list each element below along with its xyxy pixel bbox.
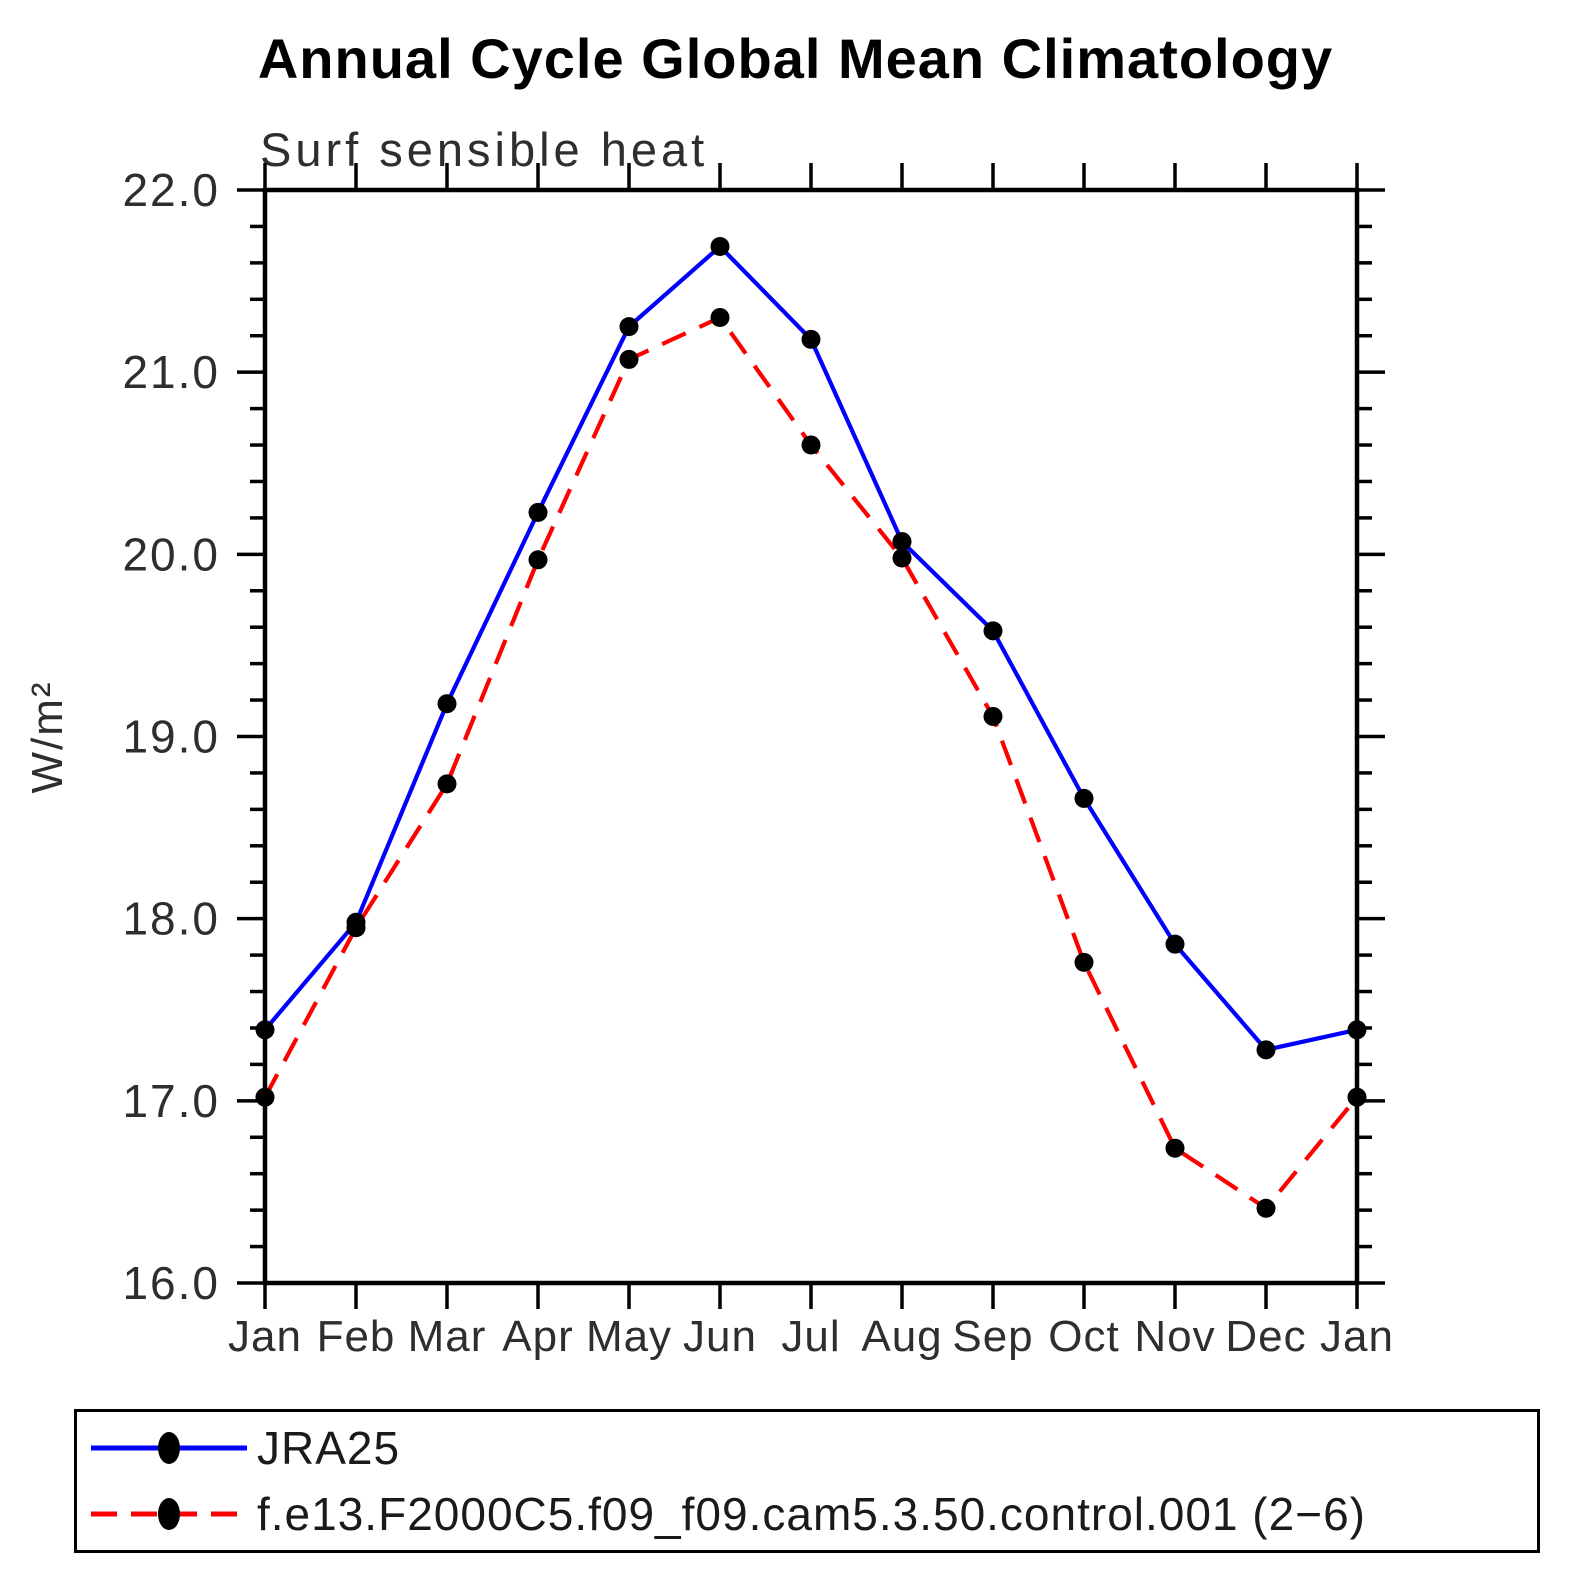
data-point-marker-jra25 bbox=[528, 502, 548, 522]
legend-label-model: f.e13.F2000C5.f09_f09.cam5.3.50.control.… bbox=[257, 1488, 1366, 1540]
data-point-marker-jra25 bbox=[892, 532, 912, 552]
chart-title: Annual Cycle Global Mean Climatology bbox=[257, 27, 1334, 90]
data-point-marker-jra25 bbox=[710, 236, 730, 256]
series-line-jra25 bbox=[263, 244, 1358, 1052]
data-point-marker-model bbox=[255, 1087, 275, 1107]
y-tick-label: 22.0 bbox=[122, 164, 220, 216]
data-point-marker-model bbox=[801, 435, 821, 455]
x-tick-label: Nov bbox=[1134, 1312, 1215, 1361]
legend-label-jra25: JRA25 bbox=[257, 1422, 401, 1474]
x-tick-label: Jul bbox=[781, 1312, 840, 1361]
data-point-marker-model bbox=[1256, 1198, 1276, 1218]
data-point-marker-model bbox=[619, 349, 639, 369]
data-point-marker-model bbox=[1347, 1087, 1367, 1107]
data-point-marker-jra25 bbox=[1347, 1020, 1367, 1040]
data-point-marker-model bbox=[346, 918, 366, 938]
data-point-marker-jra25 bbox=[255, 1020, 275, 1040]
data-point-marker-model bbox=[1165, 1138, 1185, 1158]
data-point-marker-model bbox=[437, 774, 457, 794]
y-tick-label: 20.0 bbox=[122, 528, 220, 580]
data-point-marker-model bbox=[1074, 952, 1094, 972]
legend-row-jra25: JRA25 bbox=[77, 1415, 1537, 1481]
x-tick-label: Jun bbox=[683, 1312, 757, 1361]
legend-sample-dashed-line bbox=[91, 1498, 247, 1530]
data-point-marker-model bbox=[528, 550, 548, 570]
legend-marker-dot bbox=[158, 1498, 180, 1530]
y-tick-label: 16.0 bbox=[122, 1257, 220, 1309]
data-point-marker-jra25 bbox=[983, 621, 1003, 641]
x-tick-label: Oct bbox=[1048, 1312, 1119, 1361]
plot-frame bbox=[262, 187, 1360, 1286]
data-point-marker-model bbox=[710, 308, 730, 328]
data-point-marker-jra25 bbox=[1165, 934, 1185, 954]
x-tick-label: Jan bbox=[228, 1312, 302, 1361]
legend-marker-dot bbox=[158, 1432, 180, 1464]
legend-box: JRA25 f.e13.F2000C5.f09_f09.cam5.3.50.co… bbox=[74, 1409, 1540, 1553]
x-tick-label: Mar bbox=[408, 1312, 487, 1361]
data-point-marker-jra25 bbox=[437, 694, 457, 714]
legend-sample-solid-line bbox=[91, 1432, 247, 1464]
x-tick-label: May bbox=[586, 1312, 672, 1361]
x-tick-label: Dec bbox=[1225, 1312, 1306, 1361]
y-tick-label: 19.0 bbox=[122, 711, 220, 763]
data-point-marker-model bbox=[892, 548, 912, 568]
x-tick-label: Jan bbox=[1320, 1312, 1394, 1361]
y-tick-label: 17.0 bbox=[122, 1075, 220, 1127]
data-point-marker-jra25 bbox=[619, 317, 639, 337]
data-point-marker-model bbox=[983, 706, 1003, 726]
y-tick-label: 21.0 bbox=[122, 346, 220, 398]
x-tick-label: Sep bbox=[952, 1312, 1033, 1361]
y-tick-label: 18.0 bbox=[122, 893, 220, 945]
data-point-marker-jra25 bbox=[1074, 788, 1094, 808]
legend-row-model: f.e13.F2000C5.f09_f09.cam5.3.50.control.… bbox=[77, 1481, 1537, 1547]
x-tick-label: Apr bbox=[502, 1312, 573, 1361]
x-tick-label: Aug bbox=[861, 1312, 942, 1361]
data-point-marker-jra25 bbox=[801, 329, 821, 349]
x-tick-label: Feb bbox=[317, 1312, 396, 1361]
data-point-marker-jra25 bbox=[1256, 1040, 1276, 1060]
